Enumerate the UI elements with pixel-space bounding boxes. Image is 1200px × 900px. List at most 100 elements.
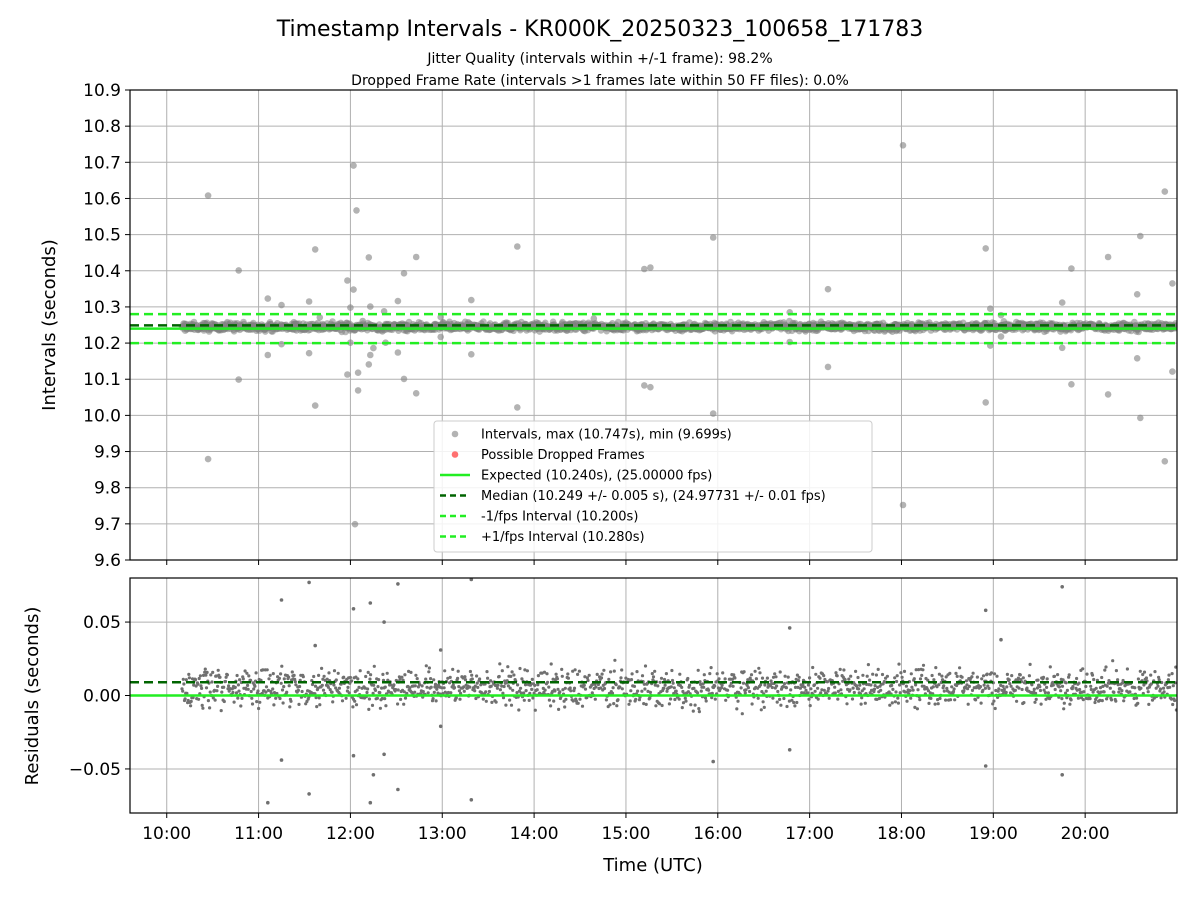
residual-point [1167, 673, 1171, 677]
residual-point [473, 689, 477, 693]
residual-point [797, 679, 801, 683]
residual-point [576, 701, 580, 705]
residual-point [785, 704, 789, 709]
residual-point [1100, 699, 1104, 703]
residual-point [216, 684, 220, 689]
residual-point [181, 677, 185, 681]
residual-point [756, 696, 760, 700]
residual-point [336, 671, 340, 675]
residual-point [895, 674, 899, 678]
residual-outlier-0 [279, 598, 284, 602]
residual-point [357, 685, 361, 690]
residual-point [1136, 701, 1140, 705]
residual-point [930, 673, 934, 678]
residual-point [653, 669, 657, 673]
residual-point [773, 672, 777, 676]
residual-point [549, 662, 553, 666]
residual-point [317, 696, 321, 700]
residual-point [271, 687, 275, 691]
residual-point [659, 676, 664, 680]
residual-point [484, 690, 488, 694]
residual-point [903, 690, 907, 694]
residual-point [847, 677, 851, 681]
residual-point [945, 686, 949, 690]
residual-point [983, 686, 988, 690]
residual-point [340, 699, 345, 703]
residual-point [222, 685, 226, 689]
residual-point [1078, 687, 1082, 692]
residual-point [885, 674, 890, 678]
residual-point [1111, 659, 1115, 663]
residual-point [446, 690, 450, 695]
residual-point [985, 672, 989, 676]
residual-point [749, 673, 754, 677]
residual-point [1060, 697, 1064, 701]
residual-point [310, 682, 315, 687]
residual-point [982, 683, 986, 687]
residual-point [530, 687, 534, 692]
residual-point [808, 704, 812, 708]
residual-point [254, 671, 258, 675]
residual-point [911, 688, 915, 692]
residual-point [841, 679, 845, 683]
interval-outlier-7 [278, 340, 285, 348]
residual-point [318, 703, 322, 707]
residual-point [583, 687, 588, 691]
interval-outlier-66 [1104, 253, 1112, 261]
residual-point [344, 696, 348, 700]
residual-point [596, 682, 601, 687]
residual-point [1141, 672, 1145, 677]
residual-point [425, 685, 429, 689]
residual-point [782, 696, 786, 701]
residual-point [523, 683, 528, 687]
residual-point [790, 698, 794, 702]
residual-point [577, 669, 582, 673]
residual-point [1052, 674, 1057, 678]
residual-point [552, 699, 556, 703]
residual-point [245, 671, 249, 675]
residual-point [264, 685, 269, 689]
residual-point [383, 697, 387, 701]
residual-point [612, 669, 616, 673]
residual-point [1076, 696, 1080, 700]
residual-point [246, 683, 250, 688]
residual-point [508, 686, 512, 690]
residual-point [1043, 691, 1047, 695]
residual-point [554, 672, 558, 676]
residual-point [786, 675, 790, 679]
residual-point [429, 685, 433, 689]
residual-point [602, 686, 607, 691]
residual-point [762, 705, 766, 710]
residual-point [713, 684, 717, 688]
residual-point [904, 684, 909, 688]
interval-outlier-34 [400, 375, 408, 383]
residual-point [804, 688, 808, 692]
residual-point [424, 677, 428, 681]
residual-point [187, 672, 191, 677]
residual-point [255, 700, 259, 704]
residual-point [484, 699, 488, 703]
legend: Intervals, max (10.747s), min (9.699s) Po… [433, 420, 873, 553]
residual-point [290, 670, 294, 674]
residual-point [218, 675, 222, 679]
interval-outlier-48 [709, 234, 717, 241]
residual-point [456, 676, 460, 681]
interval-outlier-15 [347, 304, 354, 311]
residual-point [1094, 686, 1098, 690]
residual-point [1157, 675, 1161, 679]
residual-point [236, 683, 240, 687]
residual-point [1139, 686, 1143, 690]
residual-point [1161, 686, 1166, 690]
residual-point [660, 703, 664, 708]
residual-point [897, 662, 901, 666]
residual-point [316, 686, 320, 690]
residual-point [334, 678, 338, 682]
interval-outlier-13 [344, 277, 351, 284]
residual-point [405, 691, 409, 696]
residual-point [452, 686, 457, 690]
residual-point [595, 672, 599, 677]
residual-point [842, 668, 846, 672]
residual-point [289, 699, 293, 703]
residual-point [1100, 675, 1104, 680]
xtick-label-6: 16:00 [693, 824, 742, 844]
